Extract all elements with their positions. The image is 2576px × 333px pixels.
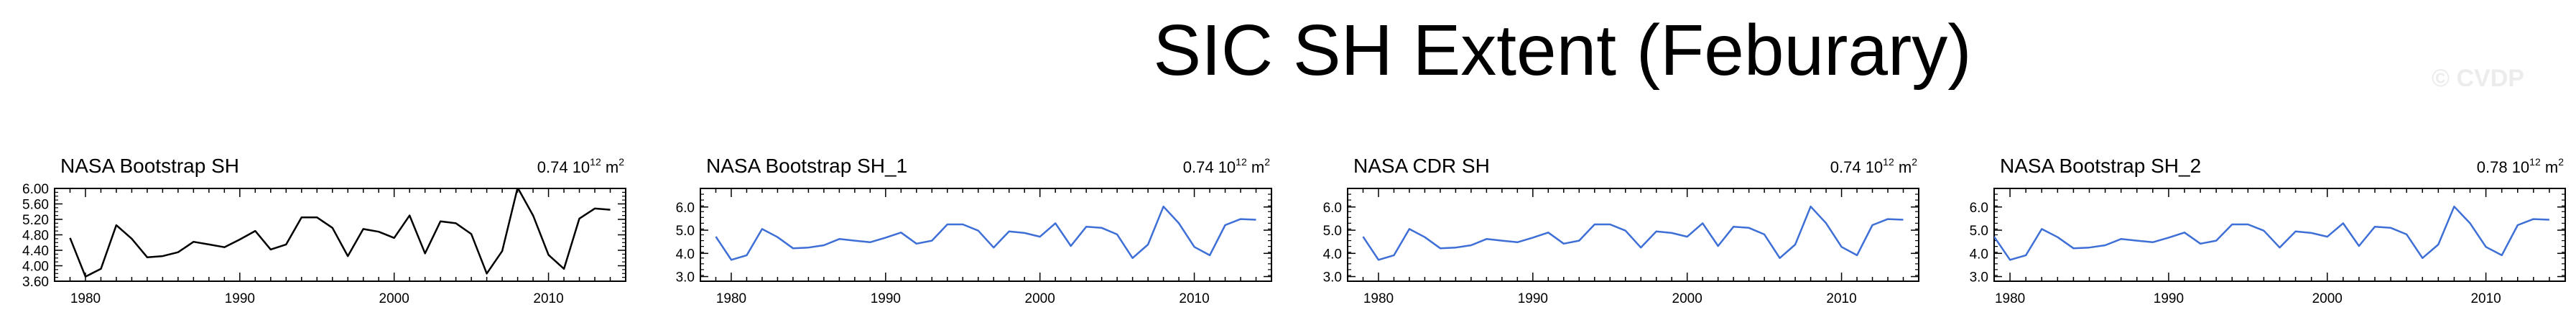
chart-4-xtick-label: 2000 — [2312, 291, 2343, 306]
chart-2-ytick-label: 4.0 — [676, 247, 695, 262]
chart-2-xtick-label: 1980 — [716, 291, 746, 306]
chart-3-xtick-label: 1990 — [1518, 291, 1548, 306]
chart-4-series-line — [1994, 205, 2549, 261]
watermark: © CVDP — [2432, 65, 2524, 92]
chart-4-xtick-label: 1980 — [1995, 291, 2025, 306]
chart-2-extent-label: 0.74 1012 m2 — [1183, 156, 1270, 176]
chart-4-ytick-label: 4.0 — [1970, 247, 1988, 262]
chart-1-ytick-label: 4.40 — [22, 244, 49, 259]
chart-3-xtick-label: 2000 — [1672, 291, 1702, 306]
chart-3-title: NASA CDR SH — [1353, 155, 1490, 177]
chart-2-xtick-label: 2000 — [1025, 291, 1055, 306]
chart-2-xtick-label: 2010 — [1179, 291, 1209, 306]
chart-1-ytick-label: 4.00 — [22, 260, 49, 275]
chart-4-ytick-label: 3.0 — [1970, 270, 1988, 286]
chart-3-extent-label: 0.74 1012 m2 — [1830, 156, 1917, 176]
figure-title: SIC SH Extent (Feburary) — [1153, 10, 1972, 91]
chart-1-ytick-label: 3.60 — [22, 275, 49, 290]
chart-1-ytick-label: 5.20 — [22, 213, 49, 228]
chart-3-ytick-label: 5.0 — [1323, 224, 1342, 239]
chart-4-xtick-label: 2010 — [2470, 291, 2501, 306]
chart-1-ytick-label: 6.00 — [22, 182, 49, 197]
chart-3-xtick-label: 1980 — [1363, 291, 1394, 306]
chart-2-title: NASA Bootstrap SH_1 — [706, 155, 907, 177]
chart-3-ytick-label: 6.0 — [1323, 201, 1342, 216]
chart-4-title: NASA Bootstrap SH_2 — [2000, 155, 2201, 177]
chart-3-ytick-label: 3.0 — [1323, 270, 1342, 286]
chart-4-ytick-label: 5.0 — [1970, 224, 1988, 239]
chart-1-xtick-label: 2000 — [379, 291, 409, 306]
chart-2-series-line — [715, 205, 1256, 261]
chart-1-xtick-label: 1990 — [225, 291, 255, 306]
chart-4-frame — [1993, 188, 2566, 282]
chart-2-ytick-label: 6.0 — [676, 201, 695, 216]
chart-1-xtick-label: 2010 — [533, 291, 563, 306]
chart-4-xtick-label: 1990 — [2154, 291, 2184, 306]
chart-2-ytick-label: 3.0 — [676, 270, 695, 286]
chart-1-ytick-label: 4.80 — [22, 229, 49, 244]
chart-1-ytick-label: 5.60 — [22, 198, 49, 213]
chart-4-extent-label: 0.78 1012 m2 — [2477, 156, 2564, 176]
chart-4-ytick-label: 6.0 — [1970, 201, 1988, 216]
chart-1-series-line — [69, 188, 611, 278]
chart-2-xtick-label: 1990 — [871, 291, 901, 306]
chart-3-series-line — [1362, 205, 1904, 261]
chart-1-xtick-label: 1980 — [70, 291, 101, 306]
chart-2-ytick-label: 5.0 — [676, 224, 695, 239]
chart-3-xtick-label: 2010 — [1826, 291, 1856, 306]
chart-3-ytick-label: 4.0 — [1323, 247, 1342, 262]
chart-1-title: NASA Bootstrap SH — [60, 155, 239, 177]
chart-1-extent-label: 0.74 1012 m2 — [537, 156, 624, 176]
